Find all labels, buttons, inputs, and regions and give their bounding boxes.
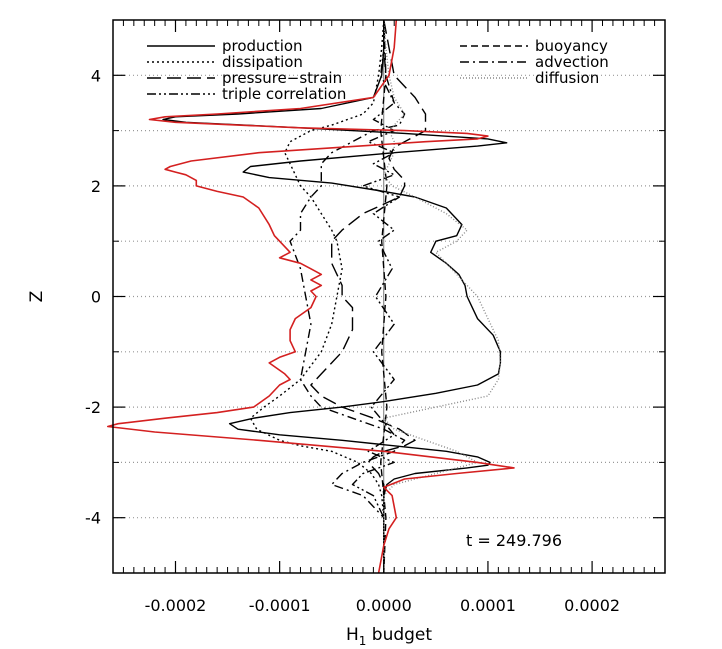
x-tick-label: -0.0002 bbox=[145, 596, 207, 615]
legend-label: diffusion bbox=[535, 69, 599, 87]
series-line-production bbox=[162, 20, 508, 573]
legend-label: buoyancy bbox=[535, 37, 608, 55]
x-tick-label: 0.0001 bbox=[460, 596, 516, 615]
axis-ticks: -0.0002 -0.0001 0.0000 0.0001 0.0002 -4 -2 0 2 4 bbox=[85, 19, 666, 615]
y-tick-label: 4 bbox=[91, 66, 101, 85]
series-line-triple-correlation bbox=[351, 20, 401, 573]
legend: productiondissipationpressure−straintrip… bbox=[147, 37, 609, 103]
legend-label: pressure−strain bbox=[222, 69, 342, 87]
x-tick-label: 0.0000 bbox=[356, 596, 412, 615]
y-tick-label: 2 bbox=[91, 177, 101, 196]
legend-label: triple correlation bbox=[222, 85, 346, 103]
y-tick-label: -4 bbox=[85, 509, 101, 528]
legend-label: production bbox=[222, 37, 303, 55]
legend-label: advection bbox=[535, 53, 609, 71]
series-line-diffusion bbox=[383, 19, 502, 573]
series-lines bbox=[107, 19, 515, 574]
y-tick-label: -2 bbox=[85, 398, 101, 417]
series-line-advection bbox=[289, 20, 406, 573]
grid bbox=[113, 20, 665, 573]
x-axis-label: H1 budget bbox=[346, 625, 432, 648]
series-line-red bbox=[107, 19, 515, 574]
series-line-buoyancy bbox=[380, 19, 388, 574]
legend-label: dissipation bbox=[222, 53, 303, 71]
x-tick-label: -0.0001 bbox=[249, 596, 311, 615]
y-tick-label: 0 bbox=[91, 288, 101, 307]
x-tick-label: 0.0002 bbox=[564, 596, 620, 615]
time-annotation: t = 249.796 bbox=[466, 531, 562, 550]
y-axis-label: Z bbox=[27, 291, 47, 303]
